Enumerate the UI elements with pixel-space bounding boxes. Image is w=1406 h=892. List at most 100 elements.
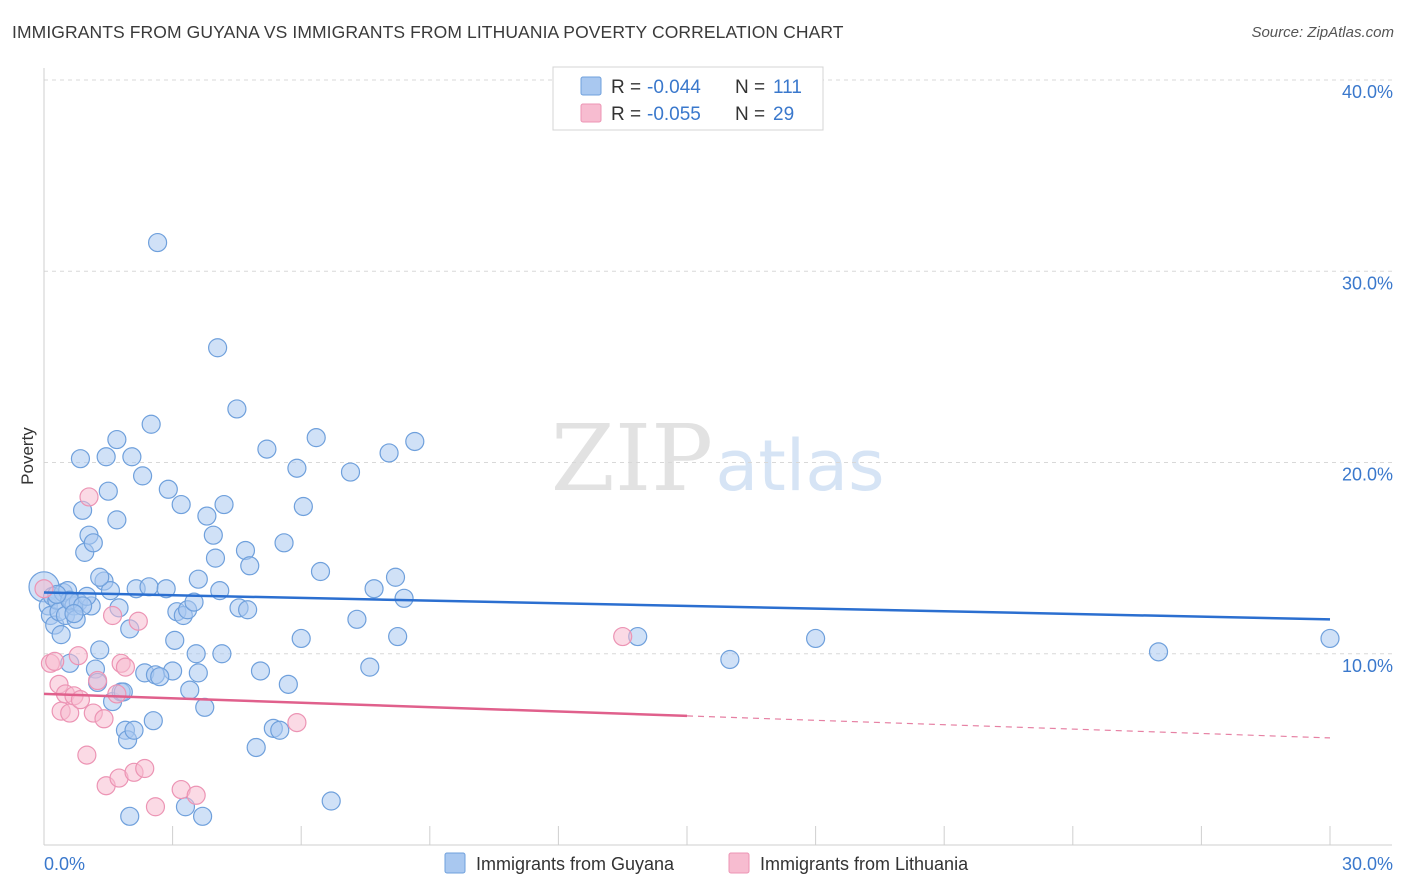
- point-lithuania: [94, 709, 114, 729]
- point-lithuania: [145, 797, 166, 817]
- point-guyana: [278, 674, 298, 694]
- point-guyana: [132, 466, 153, 486]
- trend-line-lithuania-projection: [686, 715, 1331, 739]
- point-guyana: [156, 579, 176, 599]
- point-lithuania: [128, 611, 148, 631]
- trend-line-lithuania: [43, 692, 688, 718]
- x-tick-label: 0.0%: [44, 854, 85, 874]
- point-lithuania: [135, 758, 155, 779]
- point-lithuania: [77, 745, 97, 765]
- point-guyana: [1148, 642, 1169, 662]
- legend-swatch-lithuania: [580, 103, 602, 123]
- point-guyana: [340, 462, 361, 482]
- point-guyana: [188, 569, 208, 589]
- y-tick-label: 40.0%: [1342, 82, 1393, 102]
- legend-r-label-lithuania: R =: [611, 104, 641, 125]
- point-guyana: [250, 661, 271, 681]
- point-guyana: [83, 533, 103, 553]
- x-tick-label: 30.0%: [1342, 854, 1393, 874]
- point-lithuania: [115, 657, 136, 677]
- point-guyana: [203, 525, 223, 545]
- point-lithuania: [45, 651, 65, 672]
- point-guyana: [347, 609, 367, 629]
- point-guyana: [171, 494, 191, 515]
- point-guyana: [70, 449, 91, 469]
- point-guyana: [188, 663, 208, 683]
- point-guyana: [143, 711, 163, 731]
- point-guyana: [184, 592, 204, 612]
- axes: 10.0% 20.0% 30.0% 40.0% 0.0% 30.0%: [43, 68, 1393, 874]
- point-guyana: [385, 567, 406, 587]
- legend-r-value-guyana: -0.044: [647, 77, 701, 98]
- point-guyana: [195, 697, 215, 717]
- point-guyana: [306, 428, 326, 448]
- point-guyana: [51, 625, 71, 645]
- y-axis-label: Poverty: [18, 427, 37, 485]
- legend-bottom-label-guyana: Immigrants from Guyana: [476, 854, 675, 874]
- point-lithuania: [79, 487, 99, 507]
- point-guyana: [310, 561, 331, 582]
- point-guyana: [287, 458, 307, 478]
- point-lithuania: [87, 670, 108, 691]
- point-guyana: [227, 399, 247, 419]
- point-guyana: [321, 791, 341, 811]
- point-guyana: [180, 680, 200, 700]
- legend-n-value-lithuania: 29: [773, 104, 794, 125]
- scatter-points: [28, 232, 1340, 826]
- point-guyana: [240, 556, 260, 576]
- trend-line-guyana: [43, 591, 1331, 621]
- point-guyana: [120, 806, 140, 826]
- point-guyana: [388, 626, 408, 647]
- trend-lines: [43, 591, 1331, 739]
- legend-bottom-swatch-lithuania: [728, 852, 750, 874]
- watermark-zip: ZIP: [551, 405, 713, 512]
- point-guyana: [274, 533, 294, 553]
- point-guyana: [270, 720, 290, 740]
- point-guyana: [720, 649, 740, 670]
- point-guyana: [186, 644, 206, 664]
- series-legend: Immigrants from Guyana Immigrants from L…: [444, 852, 969, 874]
- point-guyana: [293, 496, 313, 517]
- point-guyana: [291, 628, 311, 649]
- point-guyana: [147, 232, 168, 253]
- point-lithuania: [186, 785, 206, 805]
- point-guyana: [214, 494, 234, 515]
- source-label: Source: ZipAtlas.com: [1251, 24, 1394, 41]
- legend-r-value-lithuania: -0.055: [647, 104, 701, 125]
- legend-bottom-swatch-guyana: [444, 852, 466, 874]
- point-guyana: [364, 579, 384, 599]
- watermark-atlas: atlas: [715, 425, 884, 507]
- point-guyana: [360, 657, 380, 677]
- point-guyana: [165, 630, 185, 650]
- point-lithuania: [287, 712, 307, 733]
- point-guyana: [246, 737, 266, 758]
- point-guyana: [208, 338, 228, 358]
- y-tick-label: 30.0%: [1342, 273, 1393, 293]
- point-lithuania: [68, 646, 88, 666]
- legend-n-label-guyana: N =: [735, 77, 765, 98]
- point-guyana: [96, 447, 116, 467]
- legend-r-label-guyana: R =: [611, 77, 641, 98]
- point-guyana: [197, 506, 217, 526]
- point-lithuania: [107, 684, 127, 704]
- point-guyana: [98, 481, 118, 501]
- point-guyana: [141, 414, 161, 434]
- point-guyana: [90, 567, 110, 587]
- point-guyana: [394, 588, 414, 608]
- stats-legend: R = -0.044 N = 111 R = -0.055 N = 29: [552, 66, 824, 131]
- legend-swatch-guyana: [580, 76, 602, 96]
- point-guyana: [405, 431, 425, 452]
- point-guyana: [193, 806, 213, 826]
- point-guyana: [139, 577, 159, 597]
- point-guyana: [805, 628, 826, 649]
- point-lithuania: [34, 579, 54, 599]
- point-guyana: [107, 510, 127, 530]
- legend-n-value-guyana: 111: [773, 77, 802, 98]
- y-tick-label: 20.0%: [1342, 465, 1393, 485]
- point-guyana: [257, 439, 277, 459]
- point-guyana: [205, 548, 226, 568]
- point-guyana: [107, 429, 127, 450]
- point-guyana: [158, 479, 178, 499]
- point-guyana: [64, 603, 84, 624]
